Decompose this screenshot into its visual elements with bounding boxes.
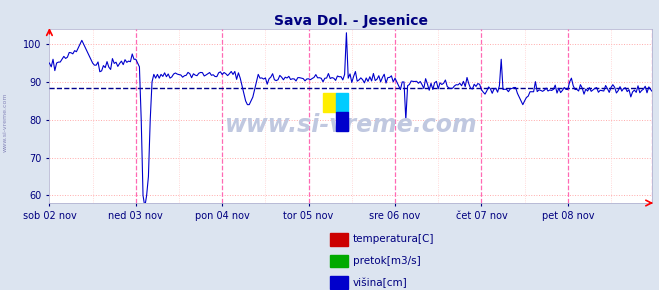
Text: www.si-vreme.com: www.si-vreme.com [225,113,477,137]
Text: www.si-vreme.com: www.si-vreme.com [3,92,8,152]
Title: Sava Dol. - Jesenice: Sava Dol. - Jesenice [274,14,428,28]
Bar [335,112,348,131]
Text: pretok[m3/s]: pretok[m3/s] [353,256,420,266]
Bar [335,93,348,112]
Text: višina[cm]: višina[cm] [353,278,407,288]
Text: temperatura[C]: temperatura[C] [353,234,434,244]
Bar [323,93,335,112]
